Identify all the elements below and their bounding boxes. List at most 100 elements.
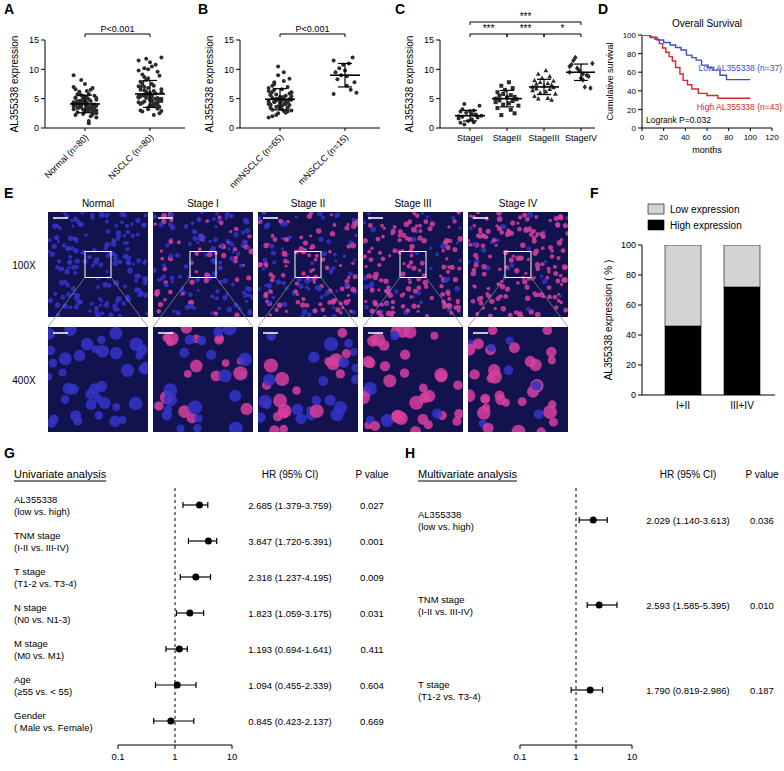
point [83, 82, 87, 86]
cell [177, 425, 185, 432]
ci-cap [182, 502, 183, 508]
point [536, 71, 541, 75]
cell [527, 247, 531, 251]
cell [353, 274, 358, 279]
point [289, 108, 293, 112]
cell [48, 238, 52, 242]
cell [310, 261, 314, 265]
cell [144, 213, 148, 217]
y-tick [638, 128, 642, 129]
cell [73, 217, 78, 222]
cell [405, 308, 410, 313]
cell [563, 223, 568, 228]
cell [472, 242, 477, 247]
cell [560, 238, 563, 241]
cell [416, 310, 419, 313]
cell [192, 236, 197, 241]
row-detail: (I-II vs. III-IV) [418, 606, 473, 617]
cell [98, 297, 102, 301]
sd-bar [279, 89, 280, 110]
row-label: Age [14, 674, 31, 685]
hr-label: 0.845 (0.423-2.137) [248, 716, 331, 727]
panel-letter: E [4, 185, 13, 201]
point [545, 95, 550, 99]
column-label: Stage I [187, 198, 219, 209]
point [511, 99, 515, 103]
x-tick [520, 745, 521, 749]
point [142, 66, 146, 70]
point [509, 108, 513, 112]
cell [525, 296, 531, 302]
cell [516, 221, 519, 224]
x-tick [663, 128, 664, 131]
cell [415, 224, 418, 227]
cell [351, 364, 358, 373]
cell [168, 239, 173, 244]
row-label: T stage [14, 566, 46, 577]
cell [142, 261, 146, 265]
cell [160, 257, 164, 261]
comparison-bracket [470, 22, 581, 25]
cell [287, 260, 290, 263]
cell [49, 252, 55, 258]
cell [534, 215, 538, 219]
row-detail: (M0 vs. M1) [14, 650, 64, 661]
x-tick [728, 128, 729, 131]
cell [262, 267, 266, 271]
cell [98, 262, 103, 267]
cell [547, 295, 552, 300]
cell [188, 400, 202, 414]
cell [555, 222, 560, 227]
micrograph [153, 327, 253, 432]
x-tick [632, 745, 633, 749]
micrograph [363, 212, 463, 317]
cell [498, 268, 502, 272]
cell [313, 309, 318, 314]
point [74, 87, 78, 91]
point [284, 111, 288, 115]
point [137, 69, 141, 73]
y-axis [642, 245, 643, 395]
cell [527, 212, 533, 218]
point [549, 97, 554, 101]
cell [160, 249, 163, 252]
cell [236, 251, 241, 256]
cell [67, 266, 70, 269]
cell [373, 272, 379, 278]
cell [139, 362, 148, 375]
cell [95, 257, 100, 262]
cell [454, 286, 459, 291]
cell [305, 303, 310, 308]
micrograph [468, 212, 568, 317]
cell [336, 369, 345, 378]
cell [58, 369, 66, 377]
cell [350, 348, 358, 356]
cell [558, 214, 563, 219]
cell [194, 414, 202, 422]
point [79, 78, 83, 82]
point [532, 78, 537, 82]
cell [350, 243, 356, 249]
cell [486, 287, 490, 291]
cell [330, 231, 336, 237]
cell [342, 349, 351, 358]
point [586, 74, 590, 80]
y-tick-label: 80 [626, 270, 636, 280]
cell [153, 268, 157, 273]
cell [112, 239, 117, 244]
x-tick [642, 128, 643, 131]
cell [509, 263, 514, 268]
cell [451, 216, 455, 220]
title: Univariate analysis [14, 468, 107, 480]
cell [442, 249, 445, 252]
cell [331, 266, 335, 270]
zoom-box [190, 252, 216, 278]
point [335, 77, 339, 81]
cell [239, 264, 243, 268]
y-tick [41, 40, 45, 41]
point [137, 84, 141, 88]
cell [118, 314, 122, 317]
cell [498, 294, 503, 299]
cell [456, 212, 460, 215]
cell [164, 405, 172, 413]
